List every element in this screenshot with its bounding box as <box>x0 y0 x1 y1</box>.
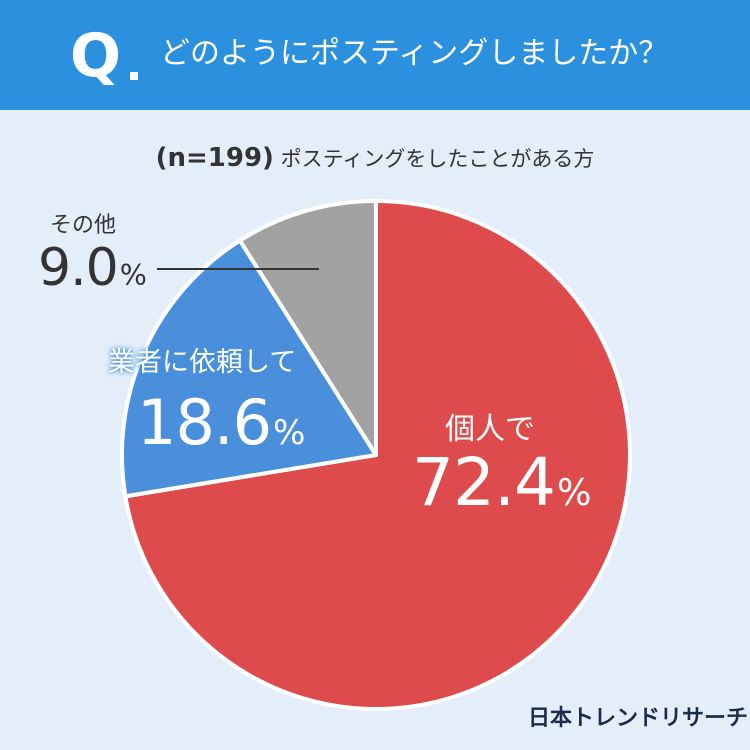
q-dot-icon <box>130 72 138 80</box>
slice-value-kojin: 72.4% <box>412 444 591 521</box>
sample-size: (n=199) <box>155 143 274 173</box>
other-leader-line <box>157 268 319 270</box>
slice-gyosha <box>120 238 378 499</box>
q-mark: Q <box>70 21 122 91</box>
brand-logo-text: 日本トレンドリサーチ <box>528 706 749 731</box>
subtitle-text: ポスティングをしたことがある方 <box>280 147 595 171</box>
slice-value-other: 9.0% <box>38 238 147 298</box>
slice-label-other: その他 <box>50 213 117 238</box>
slice-other <box>237 199 378 457</box>
slice-label-kojin: 個人で <box>445 412 535 447</box>
slice-label-gyosha: 業者に依頼して <box>108 347 297 378</box>
subtitle: (n=199) ポスティングをしたことがある方 <box>0 143 750 174</box>
question-title: どのようにポスティングしましたか？ <box>160 36 669 71</box>
slice-value-gyosha: 18.6% <box>137 386 305 459</box>
header-bar: Q どのようにポスティングしましたか？ <box>0 0 750 110</box>
